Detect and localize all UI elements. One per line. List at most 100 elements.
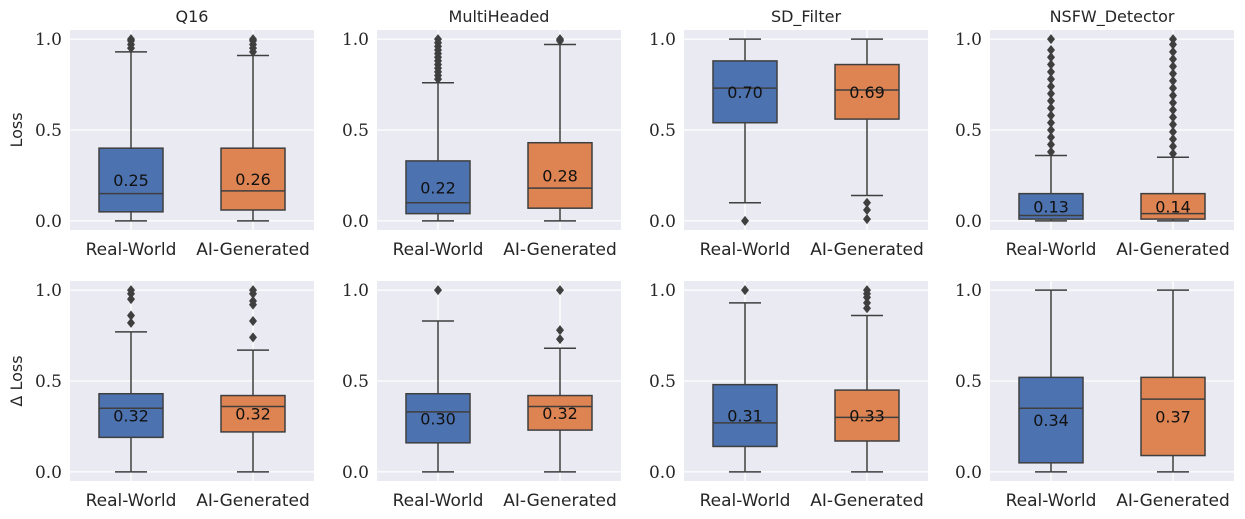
outlier-marker (1169, 141, 1177, 152)
outlier-marker (434, 34, 442, 45)
box-real-world: 0.32 Real-World (86, 285, 177, 511)
box-ai-generated: 0.69 AI-Generated (810, 38, 924, 260)
panel-row1-col2: 0.0 0.5 1.0 0.31 Real-World 0.33 AI-Generated (649, 281, 928, 511)
outlier-marker (1169, 105, 1177, 115)
x-tick-label: AI-Generated (1116, 491, 1230, 511)
y-tick-label: 1.0 (955, 30, 982, 50)
outlier-marker (863, 214, 871, 225)
outlier-marker (1047, 59, 1055, 70)
panel-nsfw-detector: 0.0 0.5 1.0 NSFW_Detector 0.13 Real-World 0.14… (955, 7, 1234, 260)
y-tick-label: 0.0 (35, 463, 62, 483)
mean-value-label: 0.32 (235, 405, 271, 424)
outlier-marker (249, 285, 257, 296)
mean-value-label: 0.25 (113, 171, 149, 190)
outlier-marker (249, 296, 257, 306)
panel-row1-col0: 0.0 0.5 1.0 Δ Loss 0.32 Real-World 0.32 AI-Gene… (7, 281, 314, 511)
x-tick-label: Real-World (1006, 491, 1097, 511)
mean-value-label: 0.28 (542, 166, 578, 185)
y-tick-label: 0.5 (342, 121, 369, 141)
outlier-marker (556, 285, 564, 296)
box-real-world: 0.31 Real-World (700, 285, 791, 511)
x-tick-label: AI-Generated (196, 240, 310, 260)
mean-value-label: 0.31 (727, 407, 763, 426)
mean-value-label: 0.34 (1033, 411, 1069, 430)
x-tick-label: Real-World (1006, 240, 1097, 260)
y-tick-label: 0.5 (35, 121, 62, 141)
box-ai-generated: 0.33 AI-Generated (810, 285, 924, 511)
box-real-world: 0.70 Real-World (700, 38, 791, 260)
panel-q16: 0.0 0.5 1.0 Q16 Loss 0.25 Real-World 0.26 AI-Gen… (7, 7, 314, 260)
mean-value-label: 0.32 (113, 407, 149, 426)
outlier-marker (1169, 75, 1177, 86)
mean-value-label: 0.13 (1033, 197, 1069, 216)
iqr-box (527, 141, 593, 209)
y-tick-label: 0.0 (342, 463, 369, 483)
outlier-marker (127, 294, 135, 305)
panel-row1-col3: 0.0 0.5 1.0 0.34 Real-World 0.37 AI-Generated (955, 281, 1234, 511)
outlier-marker (1169, 90, 1177, 101)
x-tick-label: AI-Generated (503, 491, 617, 511)
y-tick-label: 1.0 (35, 30, 62, 50)
y-tick-label: 0.0 (35, 212, 62, 232)
box-ai-generated: 0.32 AI-Generated (196, 285, 310, 511)
box-real-world: 0.13 Real-World (1006, 34, 1097, 260)
iqr-box (405, 392, 471, 444)
panel-title: MultiHeaded (449, 7, 550, 26)
box-real-world: 0.25 Real-World (86, 34, 176, 260)
outlier-marker (1169, 126, 1177, 137)
box-ai-generated: 0.14 AI-Generated (1116, 34, 1230, 260)
outlier-marker (1047, 52, 1055, 63)
outlier-marker (249, 34, 257, 45)
box-ai-generated: 0.32 AI-Generated (503, 285, 617, 511)
outlier-marker (127, 310, 135, 321)
outlier-marker (741, 215, 749, 226)
y-tick-label: 1.0 (35, 281, 62, 301)
y-tick-label: 0.0 (955, 463, 982, 483)
outlier-marker (1047, 34, 1055, 45)
outlier-marker (863, 297, 871, 308)
x-tick-label: AI-Generated (810, 240, 924, 260)
outlier-marker (556, 334, 564, 345)
iqr-box (98, 392, 164, 439)
outlier-marker (434, 285, 442, 296)
mean-value-label: 0.22 (420, 178, 456, 197)
iqr-box (1140, 376, 1206, 457)
outlier-marker (1169, 134, 1177, 145)
outlier-marker (1047, 81, 1055, 92)
box-real-world: 0.22 Real-World (393, 34, 483, 260)
iqr-box (527, 394, 593, 431)
outlier-marker (863, 197, 871, 208)
outlier-marker (863, 303, 871, 314)
mean-value-label: 0.70 (727, 83, 763, 102)
outlier-marker (1169, 61, 1177, 72)
outlier-marker (863, 285, 871, 296)
y-tick-label: 0.5 (35, 372, 62, 392)
x-tick-label: Real-World (700, 240, 791, 260)
outlier-marker (127, 285, 135, 296)
panel-sd-filter: 0.0 0.5 1.0 SD_Filter 0.70 Real-World 0.69 AI-G… (649, 7, 928, 260)
x-tick-label: Real-World (700, 491, 791, 511)
outlier-marker (1047, 125, 1055, 135)
outlier-marker (127, 34, 135, 45)
y-tick-label: 1.0 (342, 30, 369, 50)
outlier-marker (127, 317, 135, 328)
mean-value-label: 0.33 (849, 407, 885, 426)
box-ai-generated: 0.37 AI-Generated (1116, 289, 1230, 511)
outlier-marker (1047, 132, 1055, 143)
x-tick-label: Real-World (393, 491, 484, 511)
iqr-box (834, 63, 900, 120)
outlier-marker (863, 205, 871, 215)
x-tick-label: AI-Generated (196, 491, 310, 511)
outlier-marker (1047, 66, 1055, 77)
x-tick-label: AI-Generated (1116, 240, 1230, 260)
y-tick-label: 0.5 (955, 372, 982, 392)
outlier-marker (1047, 117, 1055, 128)
y-tick-label: 0.5 (955, 121, 982, 141)
y-tick-label: 0.0 (649, 212, 676, 232)
outlier-marker (1047, 88, 1055, 99)
iqr-box (220, 147, 286, 211)
x-tick-label: Real-World (86, 491, 177, 511)
panel-multiheaded: 0.0 0.5 1.0 MultiHeaded 0.22 Real-World 0.28 AI… (342, 7, 621, 260)
outlier-marker (1047, 74, 1055, 85)
